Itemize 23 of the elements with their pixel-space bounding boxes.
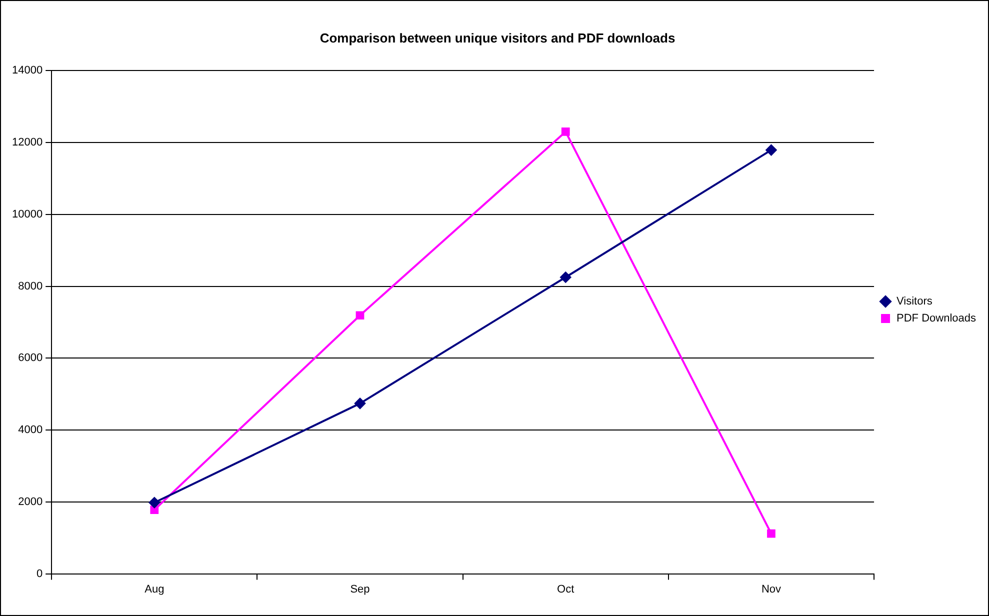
legend-label: Visitors [896,296,933,308]
chart-title: Comparison between unique visitors and PDF downloads [320,30,676,46]
y-tick-label: 6000 [18,352,43,364]
point [356,311,364,320]
point [766,144,777,156]
x-tick-label: Nov [761,583,782,596]
y-tick-label: 4000 [18,424,43,436]
point [150,506,159,514]
point [767,529,776,538]
x-tick-label: Oct [557,583,574,596]
y-tick-label: 14000 [12,64,43,77]
point [561,128,570,136]
point [148,497,160,508]
y-tick-label: 8000 [18,280,43,292]
y-tick-label: 0 [36,568,43,580]
legend-label: PDF Downloads [896,312,976,325]
point [560,272,572,283]
y-tick-label: 10000 [12,208,43,220]
y-tick-label: 2000 [18,496,43,508]
point [354,398,366,409]
x-tick-label: Aug [144,583,164,596]
y-tick-label: 12000 [12,136,43,149]
x-tick-label: Sep [350,583,370,596]
